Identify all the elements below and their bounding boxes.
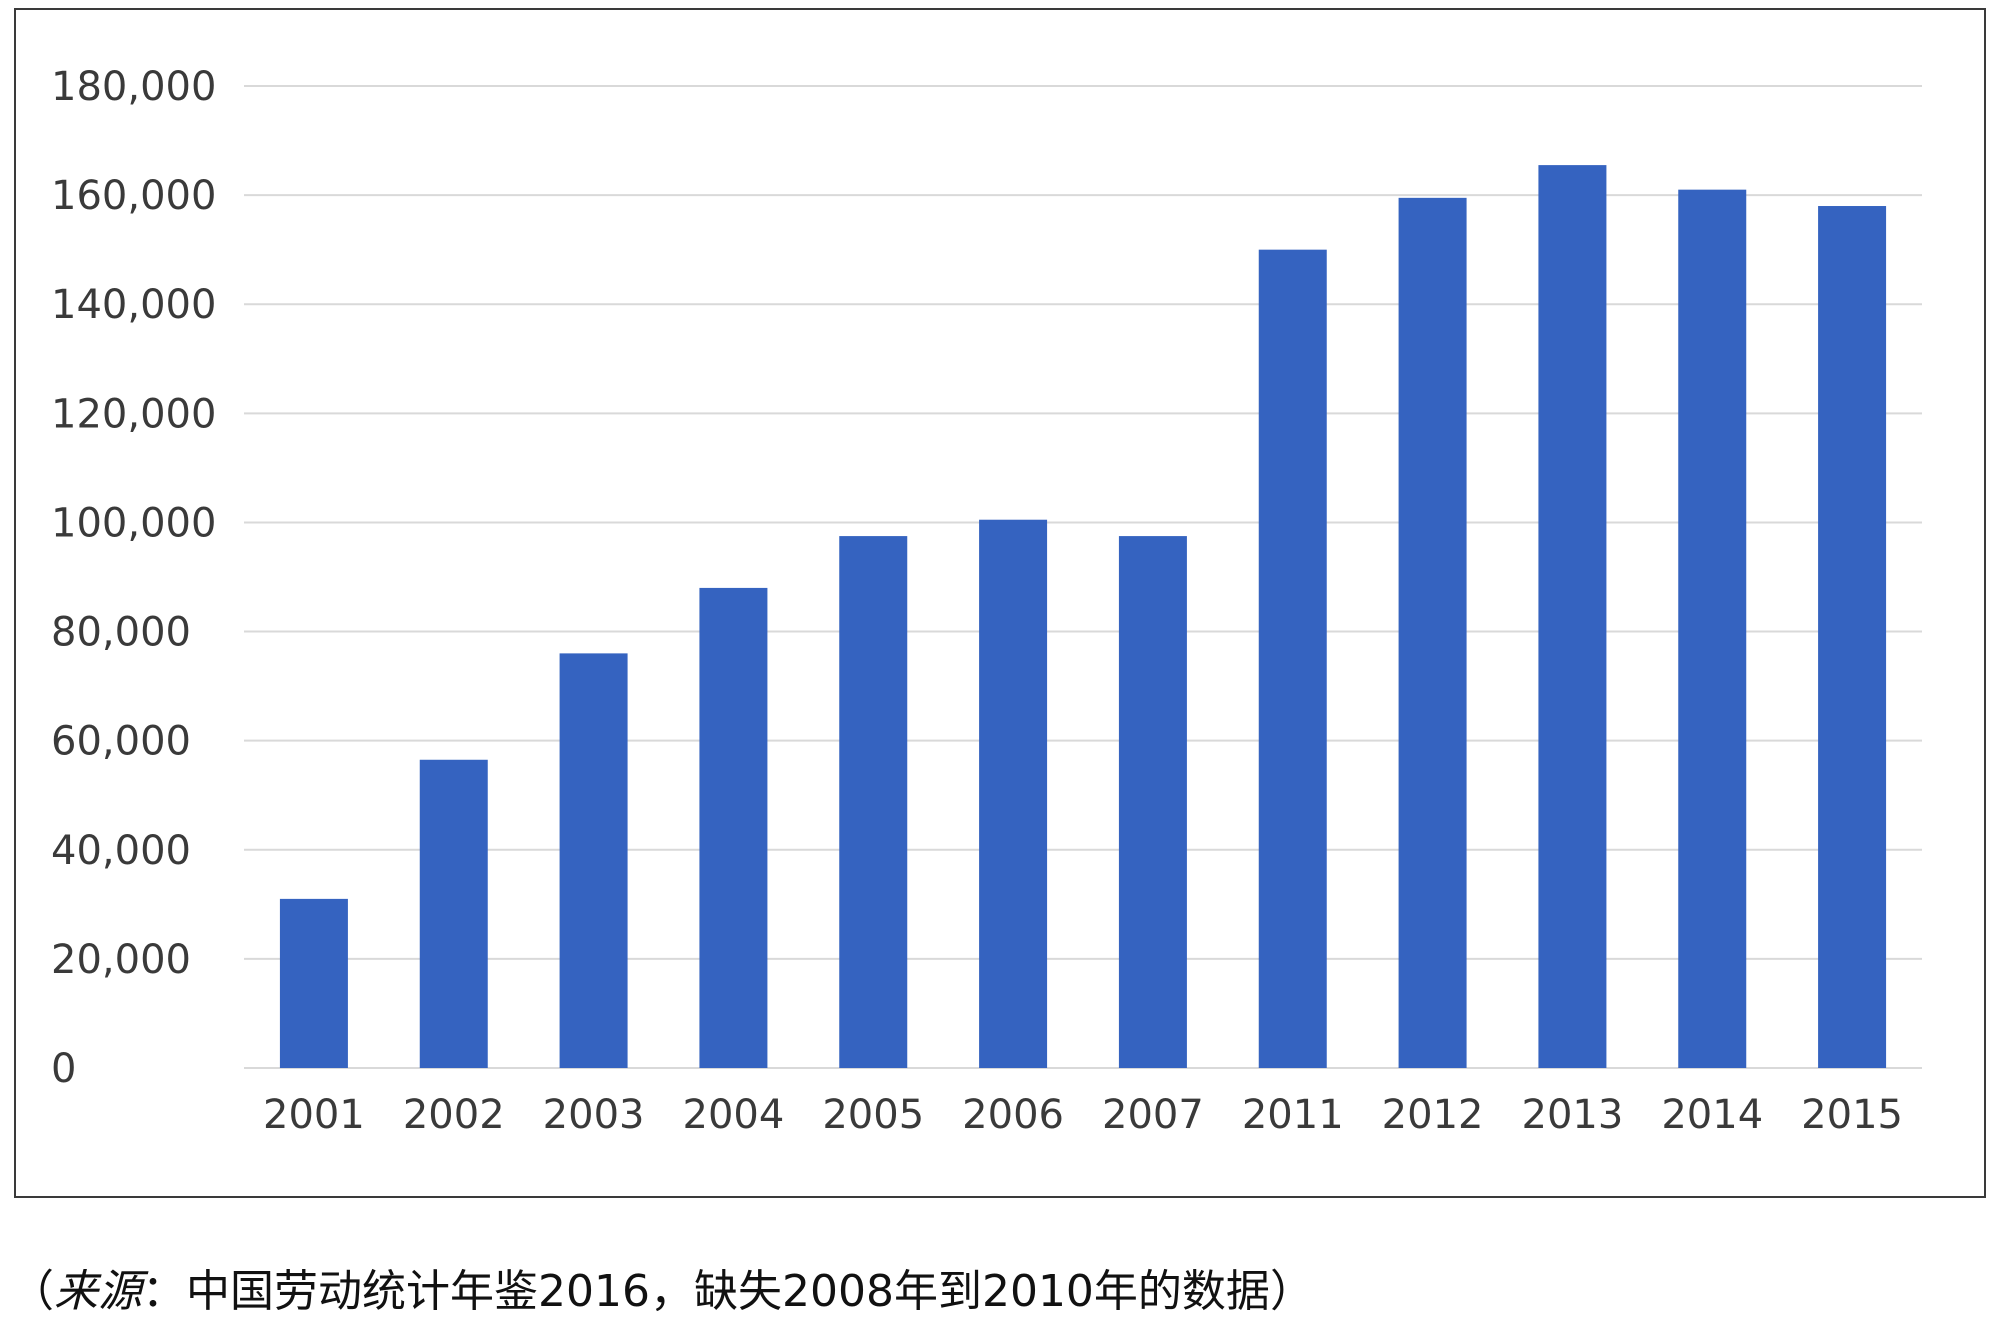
bar-2012 [1398, 197, 1467, 1069]
bar-2002 [419, 759, 488, 1068]
bar-2003 [559, 653, 628, 1068]
x-tick-label: 2006 [962, 1092, 1064, 1138]
x-tick-label: 2005 [822, 1092, 924, 1138]
gridlines [244, 85, 1922, 1069]
x-tick-label: 2013 [1522, 1092, 1624, 1138]
caption-colon: ： [142, 1266, 186, 1317]
bar-2015 [1818, 206, 1887, 1068]
x-tick-label: 2004 [683, 1092, 785, 1138]
chart-frame: 0 20,000 40,000 60,000 80,000 100,000 120,000 1… [14, 8, 1986, 1198]
y-tick-label: 20,000 [51, 937, 191, 983]
bar-2014 [1678, 189, 1747, 1069]
y-tick-label: 0 [51, 1046, 76, 1092]
y-tick-label: 140,000 [51, 282, 216, 328]
x-tick-label: 2015 [1801, 1092, 1903, 1138]
source-caption: （来源：中国劳动统计年鉴2016，缺失2008年到2010年的数据） [10, 1255, 1314, 1319]
x-tick-label: 2014 [1661, 1092, 1763, 1138]
y-tick-label: 60,000 [51, 719, 191, 765]
caption-text: 中国劳动统计年鉴2016，缺失2008年到2010年的数据 [186, 1266, 1270, 1317]
y-tick-label: 120,000 [51, 391, 216, 437]
y-tick-label: 160,000 [51, 173, 216, 219]
x-tick-label: 2001 [263, 1092, 365, 1138]
x-tick-label: 2011 [1242, 1092, 1344, 1138]
caption-source-label: 来源 [54, 1266, 142, 1317]
x-tick-label: 2003 [543, 1092, 645, 1138]
x-tick-label: 2012 [1382, 1092, 1484, 1138]
x-axis-tick-labels: 2001 2002 2003 2004 2005 2006 2007 2011 2012 2013… [263, 1092, 1903, 1138]
bar-2007 [1118, 536, 1187, 1068]
bar-2005 [839, 536, 908, 1068]
bar-chart: 0 20,000 40,000 60,000 80,000 100,000 120,000 1… [51, 64, 1922, 1138]
bars [279, 165, 1887, 1069]
caption-open-paren: （ [10, 1266, 54, 1317]
y-tick-label: 100,000 [51, 500, 216, 546]
y-tick-label: 40,000 [51, 828, 191, 874]
bar-2013 [1538, 165, 1607, 1068]
y-tick-label: 80,000 [51, 610, 191, 656]
bar-2011 [1258, 249, 1327, 1068]
x-tick-label: 2007 [1102, 1092, 1204, 1138]
bar-2006 [979, 519, 1048, 1068]
caption-close-paren: ） [1269, 1266, 1314, 1317]
bar-2004 [699, 587, 768, 1068]
y-axis-tick-labels: 0 20,000 40,000 60,000 80,000 100,000 120,000 1… [51, 64, 216, 1092]
y-tick-label: 180,000 [51, 64, 216, 110]
x-tick-label: 2002 [403, 1092, 505, 1138]
bar-2001 [279, 898, 348, 1068]
